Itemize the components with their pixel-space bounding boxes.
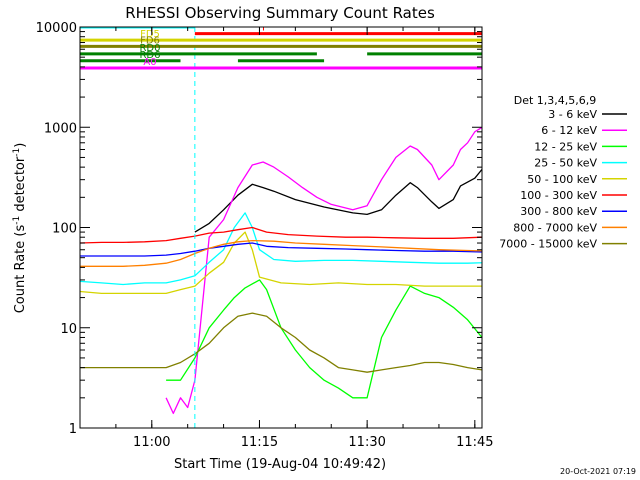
y-tick-label-1000: 1000 xyxy=(44,121,77,136)
series-line-12-25-kev xyxy=(166,279,482,399)
series-line-300-800-kev xyxy=(80,242,482,257)
y-axis-label-main: Count Rate (s xyxy=(13,225,28,314)
legend-title: Det 1,3,4,5,6,9 xyxy=(514,94,597,107)
legend-label-12-25-kev: 12 - 25 keV xyxy=(534,140,597,153)
series-line-6-12-kev xyxy=(165,126,482,415)
series-line-25-50-kev xyxy=(80,212,482,286)
series-line-7000-15000-kev xyxy=(80,312,482,373)
chart-title: RHESSI Observing Summary Count Rates xyxy=(125,4,435,22)
legend-label-50-100-kev: 50 - 100 keV xyxy=(527,173,597,186)
legend-label-7000-15000-kev: 7000 - 15000 keV xyxy=(499,238,597,251)
flag-label-rd0: RD0 xyxy=(139,43,160,54)
flags-layer: NFFD5FD6RD0RD6A0A1 xyxy=(80,23,482,428)
x-tick-label-11-45: 11:45 xyxy=(456,435,493,450)
y-axis-label-sup: -1 xyxy=(12,216,22,225)
series-line-800-7000-kev xyxy=(80,239,482,267)
legend-label-100-300-kev: 100 - 300 keV xyxy=(520,189,597,202)
ticks-layer: 11:00 11:15 11:30 11:45 1 10 100 1000 10000 xyxy=(36,21,494,450)
legend-label-800-7000-kev: 800 - 7000 keV xyxy=(513,221,597,234)
series-line-50-100-kev xyxy=(80,231,482,295)
footer-date: 20-Oct-2021 07:19 xyxy=(560,467,636,476)
legend-label-300-800-kev: 300 - 800 keV xyxy=(520,205,597,218)
y-tick-label-100: 100 xyxy=(52,222,77,237)
y-axis-label-sup-2: -1 xyxy=(12,148,22,157)
legend-label-25-50-kev: 25 - 50 keV xyxy=(534,157,597,170)
flag-label-rd6: RD6 xyxy=(139,50,160,61)
flag-label-fd5: FD5 xyxy=(140,29,160,40)
y-axis-label-tail: detector xyxy=(13,156,28,216)
y-tick-label-10: 10 xyxy=(60,322,77,337)
flag-label-f: F xyxy=(262,23,268,34)
y-tick-label-1: 1 xyxy=(69,422,77,437)
y-tick-label-10000: 10000 xyxy=(36,21,77,36)
flag-label-fd6: FD6 xyxy=(140,35,160,46)
series-layer xyxy=(80,126,482,415)
legend-label-6-12-kev: 6 - 12 keV xyxy=(541,124,597,137)
series-line-3-6-kev xyxy=(194,168,482,233)
legend-label-3-6-kev: 3 - 6 keV xyxy=(548,108,597,121)
series-line-100-300-kev xyxy=(80,226,482,244)
y-axis-label-end: ) xyxy=(13,143,28,148)
flag-label-a0: A0 xyxy=(143,57,156,68)
legend: 3 - 6 keV 6 - 12 keV 12 - 25 keV 25 - 50 ke… xyxy=(499,108,627,251)
x-tick-label-11-15: 11:15 xyxy=(241,435,278,450)
y-axis-label: Count Rate (s-1 detector-1) xyxy=(12,143,28,314)
x-axis-label: Start Time (19-Aug-04 10:49:42) xyxy=(174,457,386,472)
x-tick-label-11-30: 11:30 xyxy=(348,435,385,450)
x-tick-label-11-00: 11:00 xyxy=(133,435,170,450)
